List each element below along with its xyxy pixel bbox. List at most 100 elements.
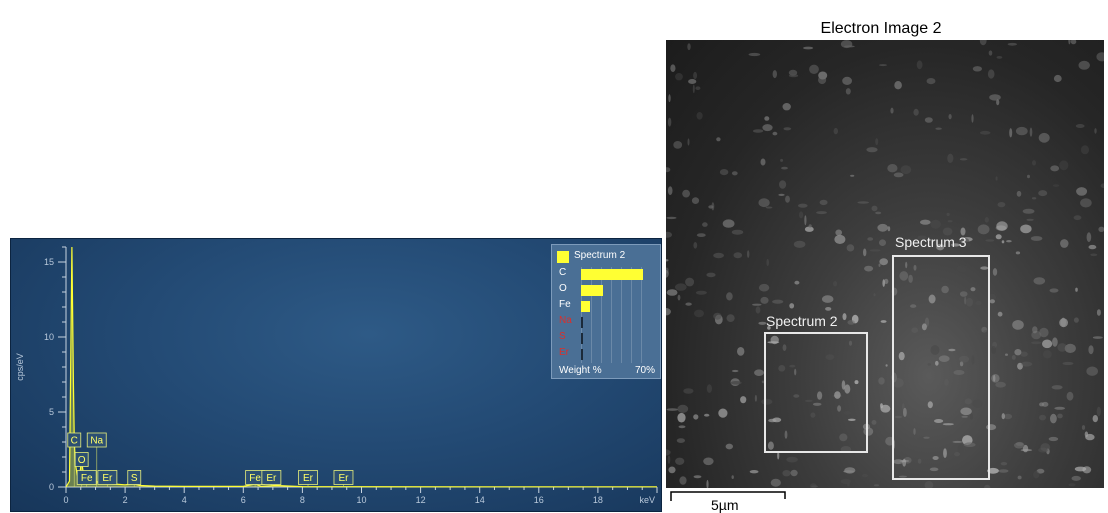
spectrum-2-label: Spectrum 2 xyxy=(766,313,838,329)
particle xyxy=(1043,350,1052,359)
particle xyxy=(758,321,767,325)
particle xyxy=(798,203,808,208)
particle xyxy=(822,295,834,303)
particle xyxy=(673,141,683,149)
particle xyxy=(947,220,953,223)
particle xyxy=(905,261,908,269)
particle xyxy=(879,239,886,246)
particle xyxy=(804,226,814,232)
particle xyxy=(847,320,855,325)
spectrum-3-region[interactable] xyxy=(892,255,990,480)
particle xyxy=(1088,244,1097,250)
particle xyxy=(880,403,883,409)
particle xyxy=(1080,145,1090,155)
peak-label-box xyxy=(76,470,97,485)
y-axis-label: cps/eV xyxy=(15,353,25,381)
particle xyxy=(902,458,907,467)
particle xyxy=(863,427,874,436)
particle xyxy=(928,294,936,304)
particle xyxy=(954,452,960,457)
particle xyxy=(996,99,1000,106)
peak-label-box xyxy=(333,470,354,485)
particle xyxy=(956,265,968,273)
particle xyxy=(1057,343,1067,352)
particle xyxy=(668,94,671,103)
particle xyxy=(1070,40,1077,45)
particle xyxy=(1088,345,1094,355)
particle xyxy=(789,364,796,368)
particle xyxy=(980,266,989,270)
particle xyxy=(666,216,677,220)
legend-weight-bar xyxy=(581,301,590,312)
particle xyxy=(1086,366,1098,376)
particle xyxy=(893,459,904,465)
particle xyxy=(730,381,742,385)
particle xyxy=(960,227,966,236)
particle xyxy=(766,258,769,267)
x-tick-label: 14 xyxy=(475,495,485,505)
particle xyxy=(1059,318,1068,328)
particle xyxy=(911,327,919,334)
particle xyxy=(667,455,671,464)
particle xyxy=(938,355,950,363)
peak-label-box xyxy=(261,470,282,485)
particle xyxy=(900,165,912,175)
particle xyxy=(1096,309,1101,316)
particle xyxy=(706,272,716,278)
peak-label: Er xyxy=(102,473,113,484)
particle xyxy=(767,326,771,330)
particle xyxy=(942,423,954,426)
particle xyxy=(1048,436,1059,442)
particle xyxy=(878,377,885,385)
particle xyxy=(864,265,874,272)
particle xyxy=(778,365,786,372)
particle xyxy=(837,405,842,412)
particle xyxy=(687,138,690,146)
legend-grid xyxy=(581,267,651,363)
particle xyxy=(1003,413,1013,420)
particle xyxy=(785,195,790,203)
legend-element-label: Fe xyxy=(559,299,571,310)
particle xyxy=(997,311,1003,317)
particle xyxy=(961,415,968,418)
particle xyxy=(693,414,699,420)
particle xyxy=(760,158,766,166)
particle xyxy=(779,180,787,189)
particle xyxy=(908,274,913,283)
particle xyxy=(794,368,797,376)
particle xyxy=(958,237,969,243)
particle xyxy=(913,323,920,326)
particle xyxy=(1038,447,1048,453)
particle xyxy=(716,137,721,142)
particle xyxy=(913,264,917,271)
particle xyxy=(844,467,856,474)
particle xyxy=(1031,330,1042,340)
particle xyxy=(848,340,853,346)
particle xyxy=(1031,341,1042,345)
particle xyxy=(676,438,685,443)
particle xyxy=(993,374,996,382)
particle xyxy=(843,45,855,48)
particle xyxy=(1031,197,1037,200)
spectrum-2-region[interactable] xyxy=(764,332,868,453)
particle xyxy=(985,239,995,242)
peak-label-box xyxy=(74,452,89,467)
particle xyxy=(685,302,692,306)
x-tick-label: 6 xyxy=(241,495,246,505)
particle xyxy=(995,234,1002,240)
particle xyxy=(706,384,712,393)
particle xyxy=(819,199,828,206)
y-tick-label: 10 xyxy=(44,332,54,342)
peak-label: Fe xyxy=(81,473,93,484)
particle xyxy=(882,279,885,287)
particle xyxy=(1086,232,1092,243)
particle xyxy=(1075,124,1085,128)
particle xyxy=(752,129,764,133)
particle xyxy=(1060,239,1069,248)
particle xyxy=(793,394,800,398)
peak-label-box xyxy=(97,470,118,485)
particle xyxy=(758,283,770,292)
particle xyxy=(752,303,762,306)
particle xyxy=(997,202,1006,208)
particle xyxy=(1076,187,1088,196)
